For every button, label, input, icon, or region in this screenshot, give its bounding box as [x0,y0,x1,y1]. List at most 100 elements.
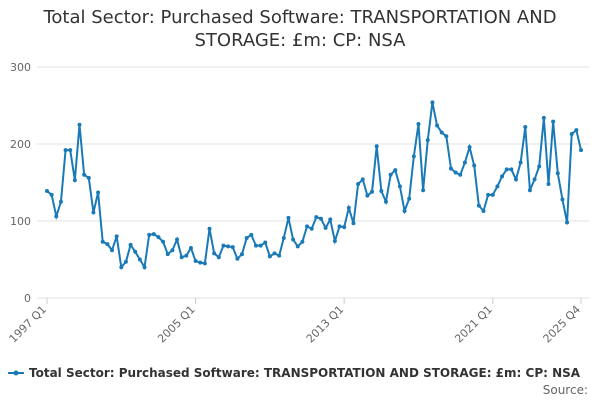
data-point [351,221,356,226]
data-point [402,208,407,213]
x-tick-label: 1997 Q1 [7,303,50,346]
data-point [96,190,101,195]
data-point [421,188,426,193]
data-point [253,243,258,248]
legend-marker [13,370,19,376]
data-point [86,175,91,180]
y-tick-label: 300 [10,61,31,74]
data-point [495,184,500,189]
data-point [258,243,263,248]
data-point [574,128,579,133]
data-point [300,239,305,244]
data-point [569,131,574,136]
data-point [193,259,198,264]
data-point [323,225,328,230]
data-point [82,172,87,177]
data-point [128,242,133,247]
data-point [295,244,300,249]
data-point [374,144,379,149]
data-point [309,226,314,231]
data-point [481,208,486,213]
data-point [198,260,203,265]
data-point [263,240,268,245]
data-point [467,145,472,150]
data-point [142,265,147,270]
data-point [551,119,556,124]
data-point [379,188,384,193]
series-line [46,102,582,271]
data-point [509,167,514,172]
data-point [291,237,296,242]
data-point [555,171,560,176]
data-point [500,174,505,179]
data-point [72,178,77,183]
data-point [527,188,532,193]
data-point [151,232,156,237]
data-point [272,251,277,256]
data-point [435,123,440,128]
data-point [45,188,49,193]
data-point [342,225,347,230]
data-point [346,205,351,210]
data-point [105,242,110,247]
data-point [365,193,370,198]
data-point [579,148,583,153]
data-point [123,259,128,264]
data-point [397,184,402,189]
data-point [360,177,365,182]
data-point [513,177,518,182]
legend-label: Total Sector: Purchased Software: TRANSP… [29,366,581,380]
data-point [407,196,412,201]
data-point [504,167,509,172]
data-point [207,226,212,231]
data-point [49,192,54,197]
data-point [110,248,115,253]
x-tick-label: 2025 Q4 [541,303,584,346]
data-point [318,216,323,221]
x-tick-label: 2021 Q1 [452,303,495,346]
data-point [147,232,152,237]
data-point [119,265,124,270]
data-point [444,134,449,139]
data-point [448,166,453,171]
data-point [221,243,226,248]
data-point [546,182,551,187]
data-point [393,168,398,173]
data-point [165,252,170,257]
y-tick-label: 200 [10,138,31,151]
data-point [68,148,73,153]
source: Source: [543,383,588,397]
data-point [458,172,463,177]
data-point [277,253,282,258]
data-point [462,160,467,165]
data-point [332,239,337,244]
data-point [532,177,537,182]
data-point [100,239,105,244]
chart-title: Total Sector: Purchased Software: TRANSP… [43,7,557,51]
data-point [161,239,166,244]
data-point [240,252,245,257]
data-point [63,148,68,153]
data-point [114,234,119,239]
data-point [453,170,458,175]
data-point [490,192,495,197]
data-point [370,189,375,194]
data-point [416,121,421,126]
data-point [518,160,523,165]
data-point [411,154,416,159]
x-tick-label: 2005 Q1 [155,303,198,346]
data-point [249,232,254,237]
data-point [235,256,240,261]
data-point [184,253,189,258]
data-point [77,122,82,127]
data-point [216,255,221,260]
data-point [439,130,444,135]
y-tick-label: 100 [10,215,31,228]
data-point [565,220,570,225]
data-point [286,215,291,220]
data-point [314,215,319,220]
data-point [267,254,272,259]
data-point [91,210,96,215]
